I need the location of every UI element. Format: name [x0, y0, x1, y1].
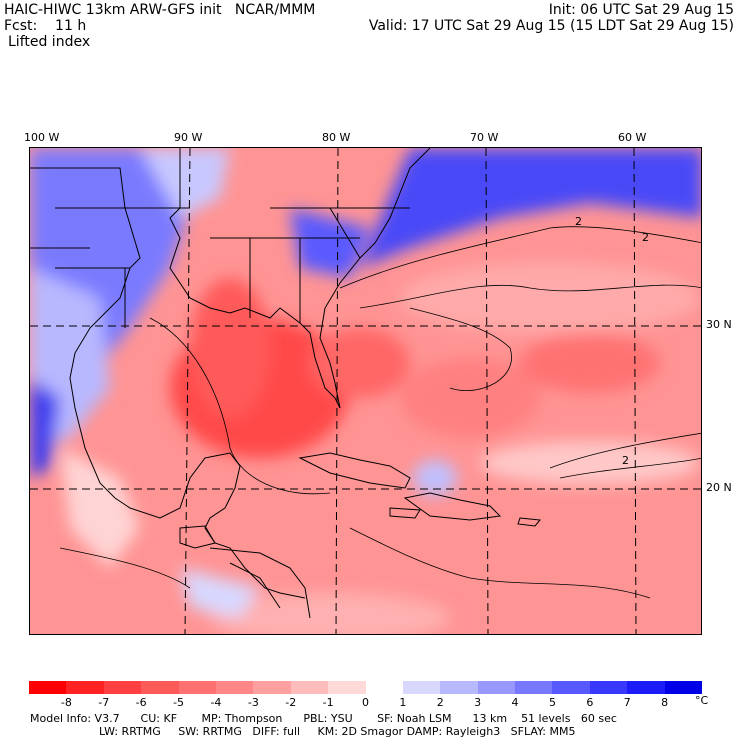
- colorbar-swatch: [178, 681, 217, 694]
- init-time: Init: 06 UTC Sat 29 Aug 15: [548, 2, 734, 18]
- colorbar-swatch: [440, 681, 479, 694]
- colorbar-swatch: [103, 681, 142, 694]
- model-info-line2: LW: RRTMG SW: RRTMG DIFF: full KM: 2D Sm…: [99, 725, 576, 738]
- colorbar-swatch: [552, 681, 591, 694]
- contour-label-2: 2: [642, 231, 649, 244]
- lon-label-90w: 90 W: [174, 131, 203, 144]
- colorbar-tick-label: 1: [399, 696, 407, 709]
- colorbar-swatch: [589, 681, 628, 694]
- colorbar-tick-label: -8: [60, 696, 72, 709]
- lat-label-20n: 20 N: [706, 481, 732, 494]
- colorbar-swatch: [328, 681, 366, 694]
- colorbar-swatch: [29, 681, 67, 694]
- colorbar-tick-label: 0: [362, 696, 369, 709]
- colorbar-swatch: [664, 681, 703, 694]
- colorbar-swatch: [253, 681, 292, 694]
- field-name: Lifted index: [8, 34, 91, 50]
- lat-label-30n: 30 N: [706, 318, 732, 331]
- colorbar-swatch: [215, 681, 254, 694]
- contour-label-1: 2: [575, 215, 582, 228]
- lon-label-70w: 70 W: [470, 131, 499, 144]
- colorbar-swatch: [66, 681, 105, 694]
- colorbar-tick-label: 7: [623, 696, 631, 709]
- colorbar-tick-label: -6: [135, 696, 147, 709]
- lifted-index-map: 2 2 2: [29, 147, 702, 635]
- colorbar-tick-label: 4: [511, 696, 519, 709]
- colorbar-tick-label: 2: [436, 696, 444, 709]
- colorbar-swatch: [141, 681, 180, 694]
- contour-label-3: 2: [622, 454, 629, 467]
- model-info-line1: Model Info: V3.7 CU: KF MP: Thompson PBL…: [30, 712, 617, 725]
- map-canvas: 2 2 2: [30, 148, 701, 634]
- coastlines: [30, 148, 541, 619]
- model-title: HAIC-HIWC 13km ARW-GFS init NCAR/MMM: [4, 2, 316, 18]
- colorbar-tick-label: -3: [247, 696, 259, 709]
- lon-label-80w: 80 W: [322, 131, 351, 144]
- colorbar-swatch: [477, 681, 516, 694]
- colorbar-tick-label: -1: [322, 696, 334, 709]
- colorbar-swatch: [402, 681, 441, 694]
- colorbar-swatch: [365, 681, 404, 694]
- forecast-hour: Fcst: 11 h: [4, 18, 87, 34]
- colorbar-tick-label: -5: [173, 696, 185, 709]
- latlon-grid: [30, 148, 701, 634]
- valid-time: Valid: 17 UTC Sat 29 Aug 15 (15 LDT Sat …: [368, 18, 734, 34]
- colorbar-swatch: [627, 681, 666, 694]
- contour-lines: [59, 226, 701, 599]
- colorbar-tick-label: -2: [285, 696, 297, 709]
- colorbar-swatch: [515, 681, 553, 694]
- colorbar-swatch: [290, 681, 329, 694]
- colorbar-tick-label: 3: [474, 696, 482, 709]
- colorbar: [29, 681, 703, 694]
- colorbar-tick-label: 5: [548, 696, 556, 709]
- colorbar-tick-label: 8: [661, 696, 669, 709]
- colorbar-tick-label: -4: [210, 696, 222, 709]
- lon-label-100w: 100 W: [24, 131, 60, 144]
- colorbar-tick-label: -7: [98, 696, 110, 709]
- colorbar-tick-label: 6: [586, 696, 594, 709]
- colorbar-unit: °C: [695, 694, 709, 707]
- lon-label-60w: 60 W: [618, 131, 647, 144]
